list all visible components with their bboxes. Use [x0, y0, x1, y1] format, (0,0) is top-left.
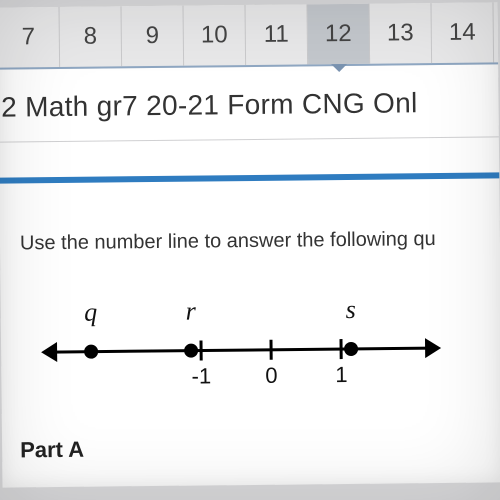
pager-item-13[interactable]: 13: [369, 3, 432, 64]
number-line-figure: -1 0 1 q r s: [31, 293, 452, 407]
svg-text:q: q: [84, 298, 97, 327]
pager-item-7[interactable]: 7: [0, 7, 60, 68]
svg-text:0: 0: [265, 363, 278, 388]
photo-frame: 7 8 9 10 11 12 13 14 2 Math gr7 20-21 Fo…: [0, 0, 500, 500]
svg-text:r: r: [185, 297, 196, 326]
pager-label: 10: [201, 21, 228, 49]
pager-item-14[interactable]: 14: [431, 2, 494, 63]
pager-item-9[interactable]: 9: [121, 6, 184, 67]
part-a-heading: Part A: [20, 437, 84, 464]
accent-rule: [0, 172, 499, 183]
pager-item-11[interactable]: 11: [245, 4, 308, 65]
svg-text:-1: -1: [191, 363, 211, 388]
pager-item-12[interactable]: 12: [307, 4, 370, 65]
assessment-title: 2 Math gr7 20-21 Form CNG Onl: [0, 72, 499, 142]
pager-label: 12: [325, 20, 352, 48]
question-pager: 7 8 9 10 11 12 13 14: [0, 2, 498, 69]
pager-item-10[interactable]: 10: [183, 5, 246, 66]
pager-label: 9: [145, 22, 159, 50]
number-line-svg: -1 0 1 q r s: [31, 293, 452, 407]
pager-label: 11: [264, 21, 289, 49]
svg-text:s: s: [345, 295, 355, 324]
screen-area: 7 8 9 10 11 12 13 14 2 Math gr7 20-21 Fo…: [0, 2, 500, 487]
svg-text:1: 1: [335, 362, 348, 387]
pager-label: 14: [449, 19, 476, 47]
pager-label: 7: [21, 23, 35, 51]
question-text: Use the number line to answer the follow…: [20, 228, 436, 255]
pager-label: 8: [83, 23, 97, 51]
pager-label: 13: [387, 19, 414, 47]
pager-item-8[interactable]: 8: [59, 6, 122, 67]
